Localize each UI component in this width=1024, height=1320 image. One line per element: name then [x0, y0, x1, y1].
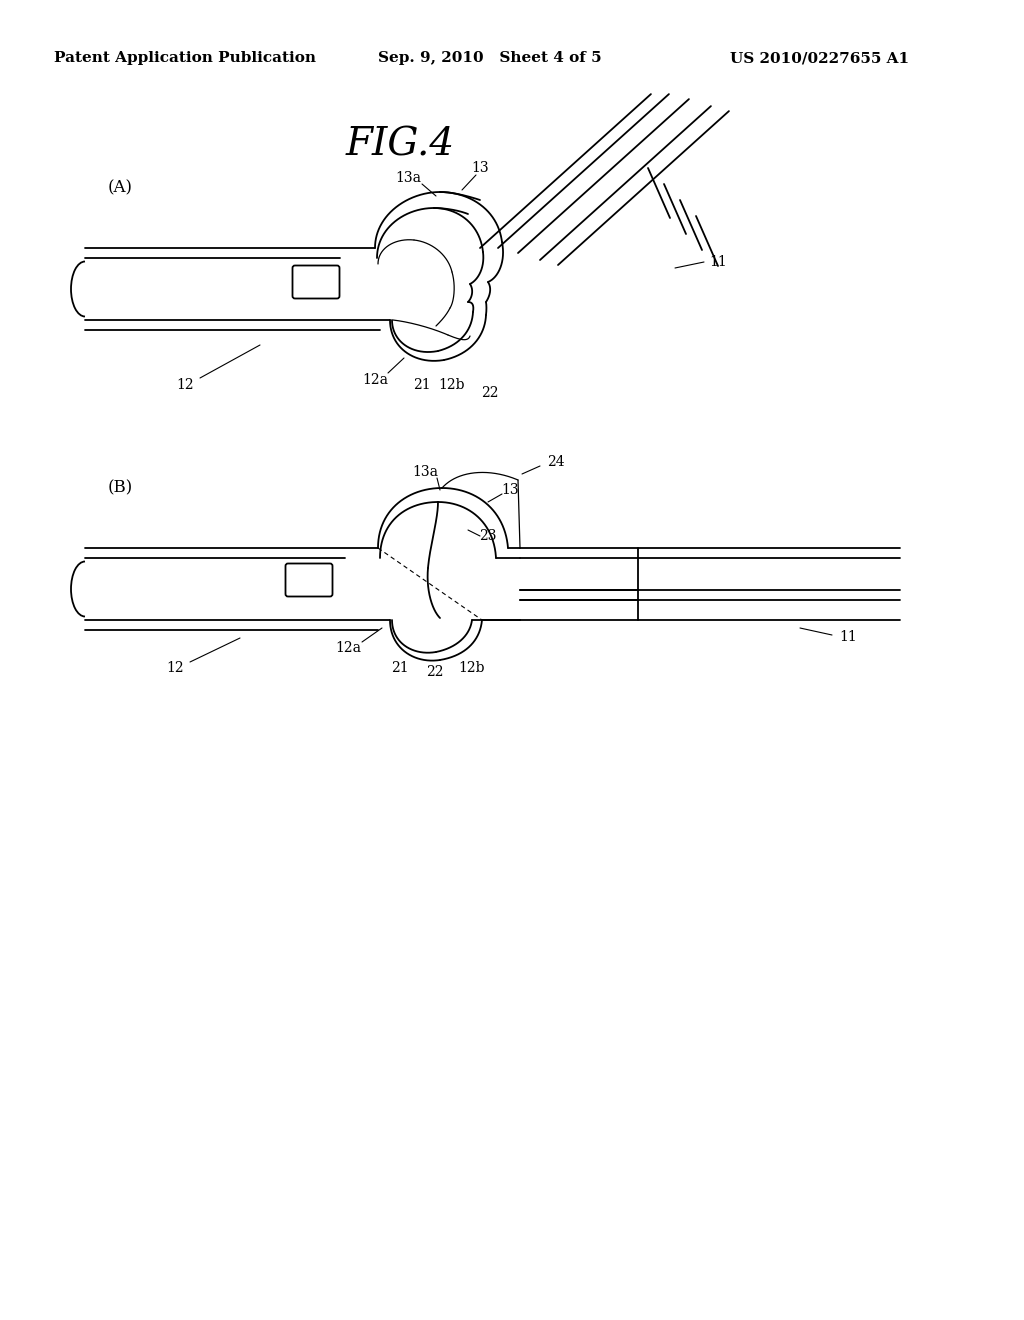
Text: (B): (B)	[108, 479, 133, 496]
Text: 11: 11	[710, 255, 727, 269]
Text: 12b: 12b	[438, 378, 465, 392]
Text: US 2010/0227655 A1: US 2010/0227655 A1	[730, 51, 909, 65]
FancyBboxPatch shape	[286, 564, 333, 597]
Text: 13a: 13a	[395, 172, 421, 185]
Text: 22: 22	[481, 385, 499, 400]
FancyBboxPatch shape	[293, 265, 340, 298]
Text: (A): (A)	[108, 180, 133, 197]
Text: FIG.4: FIG.4	[345, 127, 455, 164]
Text: 12: 12	[176, 378, 194, 392]
Text: 22: 22	[426, 665, 443, 678]
Text: 11: 11	[839, 630, 857, 644]
Text: 12a: 12a	[362, 374, 388, 387]
Text: 21: 21	[391, 661, 409, 675]
Text: Sep. 9, 2010   Sheet 4 of 5: Sep. 9, 2010 Sheet 4 of 5	[378, 51, 602, 65]
Text: 23: 23	[479, 529, 497, 543]
Text: 24: 24	[547, 455, 565, 469]
Text: Patent Application Publication: Patent Application Publication	[54, 51, 316, 65]
Text: 12a: 12a	[335, 642, 361, 655]
Text: 13a: 13a	[412, 465, 438, 479]
Text: 13: 13	[501, 483, 519, 498]
Text: 21: 21	[414, 378, 431, 392]
Text: 13: 13	[471, 161, 488, 176]
Text: 12: 12	[166, 661, 184, 675]
Text: 12b: 12b	[459, 661, 485, 675]
